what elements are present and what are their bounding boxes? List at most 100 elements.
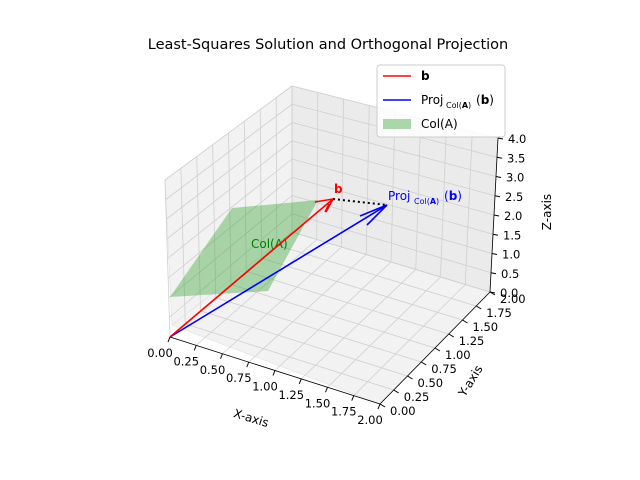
z-tick-label: 2.0 bbox=[504, 209, 522, 223]
grid-line-z bbox=[165, 103, 293, 200]
z-tick-label: 2.5 bbox=[505, 190, 523, 204]
grid-line-z bbox=[169, 213, 293, 318]
y-tick-label: 0.50 bbox=[418, 376, 444, 390]
z-tick-mark bbox=[497, 137, 504, 140]
x-tick-mark bbox=[193, 345, 197, 351]
legend-proj-label-subscript: Col(A) bbox=[446, 101, 471, 110]
vectors: b Proj Col(A) (b) bbox=[169, 182, 462, 338]
y-tick-mark bbox=[448, 333, 455, 338]
z-tick-mark bbox=[494, 195, 501, 198]
legend-col-a-swatch bbox=[383, 119, 411, 129]
projection-annotation-subscript: Col(A) bbox=[414, 197, 439, 206]
grid-line-z bbox=[291, 122, 497, 177]
x-tick-label: 1.00 bbox=[252, 380, 278, 394]
y-tick-mark bbox=[434, 347, 441, 352]
z-tick-mark bbox=[496, 156, 503, 159]
grid-line-z bbox=[291, 213, 492, 274]
x-tick-mark bbox=[246, 361, 250, 368]
legend-col-a-label: Col(A) bbox=[421, 117, 458, 131]
z-tick-label: 0.0 bbox=[500, 286, 518, 300]
grid-line-y bbox=[185, 323, 394, 391]
legend: b Proj Col(A) (b) Col(A) bbox=[376, 64, 506, 138]
x-tick-mark bbox=[220, 353, 223, 359]
grid-line-y bbox=[261, 257, 463, 321]
y-tick-label: 0.00 bbox=[390, 404, 416, 418]
x-tick-mark bbox=[351, 395, 355, 401]
x-tick-mark bbox=[325, 387, 328, 393]
grid-line-z bbox=[291, 176, 494, 235]
x-tick-label: 1.25 bbox=[278, 388, 304, 402]
y-tick-mark bbox=[420, 361, 427, 366]
x-tick-label: 2.00 bbox=[357, 413, 383, 427]
y-tick-mark bbox=[407, 375, 413, 380]
grid-line-y bbox=[246, 270, 449, 335]
y-tick-label: 1.75 bbox=[486, 306, 512, 320]
y-tick-mark bbox=[379, 403, 386, 408]
z-axis-label: Z-axis bbox=[540, 194, 554, 230]
z-tick-mark bbox=[492, 233, 499, 236]
grid-line-y bbox=[215, 297, 422, 363]
chart-title: Least-Squares Solution and Orthogonal Pr… bbox=[148, 37, 509, 53]
legend-frame bbox=[376, 64, 506, 138]
y-tick-mark bbox=[462, 319, 468, 324]
grid-line-z bbox=[291, 158, 495, 216]
grid-line-z bbox=[168, 195, 293, 299]
grid-line-z bbox=[167, 158, 293, 259]
z-tick-label: 1.5 bbox=[503, 228, 521, 242]
z-tick-label: 1.0 bbox=[502, 248, 520, 262]
b-vector-line bbox=[169, 198, 334, 338]
x-tick-label: 0.00 bbox=[147, 346, 173, 360]
x-tick-label: 0.50 bbox=[200, 363, 226, 377]
b-vector-base-tick bbox=[324, 203, 330, 213]
grid-line-z bbox=[166, 122, 293, 220]
y-tick-mark bbox=[393, 389, 400, 394]
y-tick-label: 1.25 bbox=[459, 334, 485, 348]
grid-line-y bbox=[276, 244, 477, 307]
projection-vector-line bbox=[169, 204, 388, 338]
z-tick-mark bbox=[495, 176, 502, 178]
x-tick-mark bbox=[272, 370, 276, 376]
x-tick-mark bbox=[377, 403, 381, 410]
x-axis-label: X-axis bbox=[232, 406, 271, 430]
grid-line-y bbox=[200, 310, 408, 377]
x-tick-mark bbox=[167, 336, 171, 343]
z-tick-label: 3.5 bbox=[507, 151, 525, 165]
y-tick-mark bbox=[475, 305, 482, 310]
legend-b-label: b bbox=[421, 69, 430, 83]
z-tick-mark bbox=[490, 272, 497, 275]
grid-line-z bbox=[167, 176, 293, 279]
col-a-plane-group: Col(A) bbox=[170, 200, 318, 297]
residual-dotted-line bbox=[332, 198, 388, 206]
grid-line-z bbox=[166, 140, 293, 240]
b-annotation: b bbox=[334, 182, 343, 196]
grid-lines bbox=[164, 85, 499, 405]
grid-line-z bbox=[291, 140, 496, 197]
z-tick-mark bbox=[489, 291, 496, 294]
y-tick-label: 2.00 bbox=[500, 292, 526, 306]
x-tick-label: 1.75 bbox=[331, 405, 357, 419]
y-tick-label: 0.75 bbox=[431, 362, 457, 376]
x-tick-label: 1.50 bbox=[305, 396, 331, 410]
grid-line-z bbox=[164, 85, 293, 181]
z-tick-label: 3.0 bbox=[506, 171, 524, 185]
projection-vector-arrowhead bbox=[359, 204, 388, 226]
z-tick-label: 0.5 bbox=[501, 267, 519, 281]
z-tick-mark bbox=[491, 253, 498, 255]
y-tick-label: 1.50 bbox=[473, 320, 499, 334]
y-tick-label: 0.25 bbox=[404, 390, 430, 404]
x-tick-label: 0.25 bbox=[173, 354, 199, 368]
projection-annotation-base: Proj bbox=[388, 189, 410, 203]
projection-annotation-argument: (b) bbox=[444, 189, 462, 203]
z-tick-label: 4.0 bbox=[508, 132, 526, 146]
grid-line-y bbox=[230, 284, 436, 349]
z-tick-mark bbox=[493, 214, 500, 217]
x-tick-mark bbox=[298, 378, 302, 385]
y-tick-label: 1.00 bbox=[445, 348, 471, 362]
axis-ticks: 0.000.250.500.751.001.251.501.752.000.00… bbox=[147, 132, 526, 427]
legend-proj-label-base: Proj bbox=[421, 93, 443, 107]
col-a-annotation: Col(A) bbox=[251, 237, 288, 251]
legend-proj-label-argument: (b) bbox=[476, 93, 494, 107]
y-axis-label: Y-axis bbox=[455, 363, 486, 400]
col-a-plane bbox=[170, 200, 318, 297]
